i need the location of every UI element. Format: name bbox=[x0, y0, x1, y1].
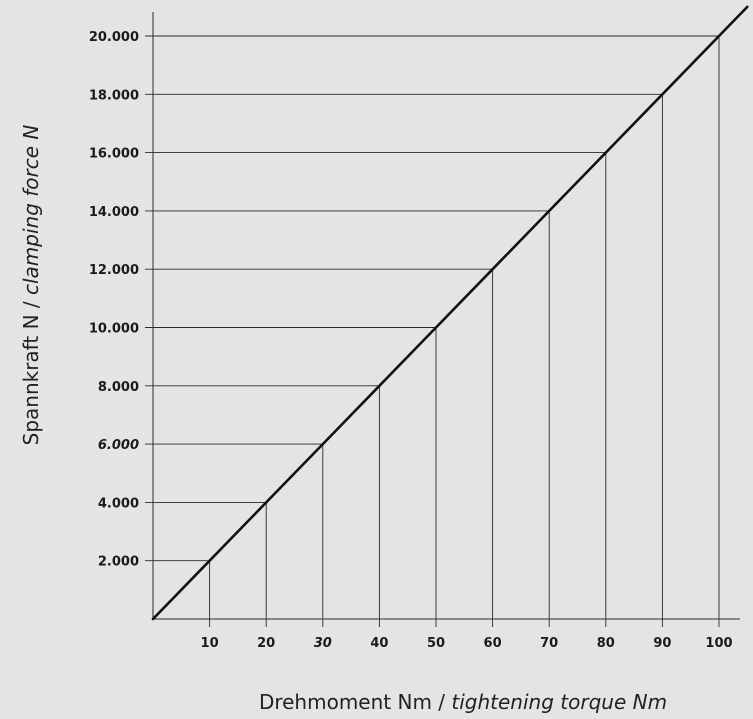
y-axis-title: Spannkraft N / clamping force N bbox=[19, 125, 43, 446]
x-tick-label: 90 bbox=[653, 636, 671, 651]
x-tick-label: 30 bbox=[314, 636, 332, 651]
y-tick-label: 6.000 bbox=[98, 438, 139, 453]
x-axis-title-de: Drehmoment Nm / bbox=[259, 690, 451, 714]
y-axis-title-en: clamping force N bbox=[19, 125, 43, 295]
y-tick-label: 14.000 bbox=[89, 205, 139, 220]
x-axis-title: Drehmoment Nm / tightening torque Nm bbox=[259, 690, 667, 714]
x-tick-label: 20 bbox=[257, 636, 275, 651]
x-tick-label: 10 bbox=[201, 636, 219, 651]
x-tick-label: 50 bbox=[427, 636, 445, 651]
y-tick-label: 18.000 bbox=[89, 88, 139, 103]
y-axis-title-de: Spannkraft N / bbox=[19, 295, 43, 445]
y-tick-label: 10.000 bbox=[89, 322, 139, 337]
y-tick-label: 12.000 bbox=[89, 263, 139, 278]
y-tick-label: 4.000 bbox=[98, 496, 139, 511]
x-tick-label: 40 bbox=[370, 636, 388, 651]
x-tick-label: 80 bbox=[597, 636, 615, 651]
x-tick-label: 60 bbox=[484, 636, 502, 651]
y-tick-label: 16.000 bbox=[89, 147, 139, 162]
y-tick-label: 8.000 bbox=[98, 380, 139, 395]
y-tick-label: 20.000 bbox=[89, 30, 139, 45]
x-tick-label: 100 bbox=[705, 636, 732, 651]
x-tick-label: 70 bbox=[540, 636, 558, 651]
x-axis-title-en: tightening torque Nm bbox=[451, 690, 667, 714]
y-tick-label: 2.000 bbox=[98, 555, 139, 570]
series-line bbox=[151, 5, 749, 621]
